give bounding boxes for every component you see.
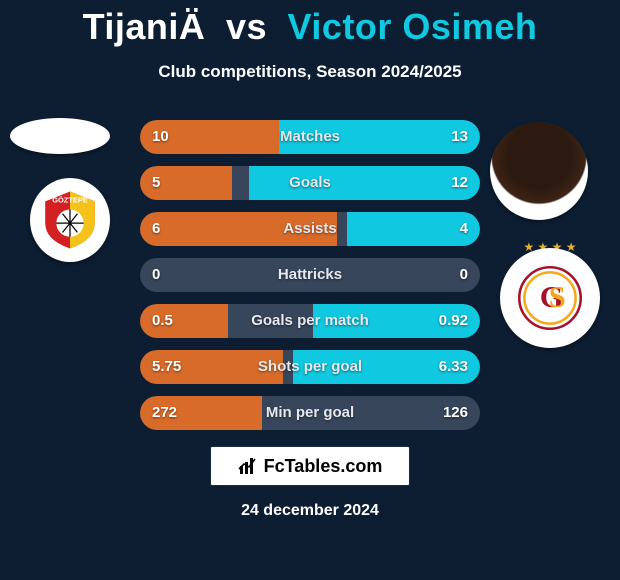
vs-label: vs	[226, 6, 267, 47]
player2-club-logo: G S	[500, 248, 600, 348]
player1-name: TijaniÄ	[83, 6, 206, 47]
player1-avatar	[10, 118, 110, 154]
brand-text: FcTables.com	[264, 456, 383, 477]
stat-row: 64Assists	[140, 212, 480, 246]
metric-label: Matches	[140, 120, 480, 154]
player1-club-logo: GÖZTEPE	[30, 178, 110, 262]
stat-row: 512Goals	[140, 166, 480, 200]
metric-label: Goals	[140, 166, 480, 200]
subtitle: Club competitions, Season 2024/2025	[0, 62, 620, 82]
stat-row: 1013Matches	[140, 120, 480, 154]
svg-text:S: S	[549, 280, 566, 314]
stat-row: 00Hattricks	[140, 258, 480, 292]
svg-text:GÖZTEPE: GÖZTEPE	[52, 196, 88, 205]
date-label: 24 december 2024	[0, 502, 620, 520]
brand-badge: FcTables.com	[210, 446, 410, 486]
metric-label: Shots per goal	[140, 350, 480, 384]
stat-row: 5.756.33Shots per goal	[140, 350, 480, 384]
goztepe-crest-icon: GÖZTEPE	[39, 189, 101, 251]
stat-row: 0.50.92Goals per match	[140, 304, 480, 338]
player2-avatar	[490, 122, 588, 220]
metric-label: Hattricks	[140, 258, 480, 292]
stat-row: 272126Min per goal	[140, 396, 480, 430]
page-title: TijaniÄ vs Victor Osimeh	[0, 0, 620, 48]
metric-label: Goals per match	[140, 304, 480, 338]
metric-label: Min per goal	[140, 396, 480, 430]
metric-label: Assists	[140, 212, 480, 246]
stat-bars: 1013Matches 512Goals 64Assists 00Hattricks 0…	[140, 120, 480, 442]
player2-name: Victor Osimeh	[288, 6, 538, 47]
brand-icon	[238, 456, 258, 476]
galatasaray-crest-icon: G S	[518, 266, 582, 330]
